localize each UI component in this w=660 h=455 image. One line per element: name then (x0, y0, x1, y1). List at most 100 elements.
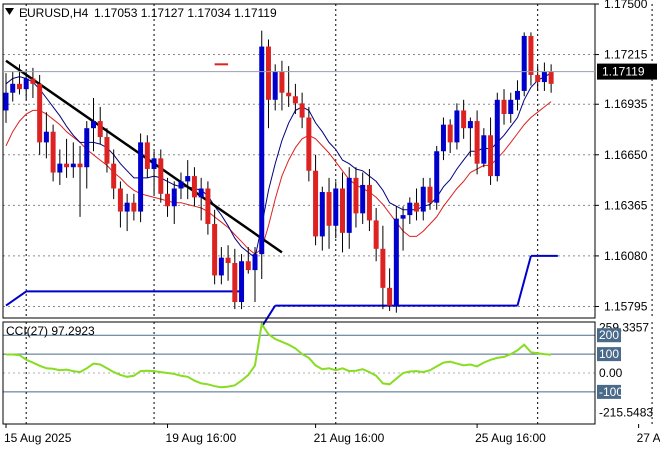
price-tick-label: 1.17500 (604, 0, 648, 11)
candle-body (467, 121, 473, 129)
candle-body (279, 71, 285, 93)
candle-body (461, 110, 467, 129)
candle-body (521, 35, 527, 91)
candle-body (333, 188, 339, 226)
candle-body (138, 142, 144, 212)
candle-body (43, 131, 49, 143)
candle-body (494, 99, 500, 177)
channel-segment (5, 290, 27, 307)
candle-body (528, 35, 534, 75)
candle-body (64, 163, 70, 168)
candle-body (434, 151, 440, 203)
symbol-label: EURUSD,H4 (19, 6, 89, 20)
time-tick-label: 27 Aug 16:00 (637, 431, 660, 445)
cci-pane-border (2, 321, 596, 425)
candle-body (346, 177, 352, 233)
candle-body (259, 46, 265, 255)
price-tick-label: 1.16650 (604, 148, 648, 162)
cci-level-label: -100 (599, 385, 623, 399)
candle-body (151, 158, 157, 169)
price-tick-label: 1.16365 (604, 198, 648, 212)
candle-body (353, 177, 359, 214)
candle-body (373, 220, 379, 249)
candle-body (144, 142, 150, 169)
cci-level-label: 200 (599, 328, 619, 342)
candle-body (84, 128, 90, 168)
time-tick-label: 15 Aug 2025 (4, 431, 72, 445)
cci-line (6, 321, 552, 389)
candle-body (387, 287, 393, 306)
time-tick-label: 21 Aug 16:00 (314, 431, 385, 445)
channel-segment (516, 255, 532, 306)
candle-body (393, 218, 399, 306)
trendline-segment (5, 59, 283, 254)
cci-level-label-box (597, 384, 621, 399)
candle-body (104, 137, 110, 164)
candle-body (158, 158, 164, 194)
candle-body (514, 90, 520, 100)
candle-body (447, 124, 453, 143)
candle-body (124, 202, 130, 212)
candle-body (313, 170, 319, 237)
candle-body (299, 103, 305, 118)
candle-body (90, 121, 96, 129)
candle-body (272, 71, 278, 100)
candle-body (245, 261, 251, 271)
candle-body (165, 193, 171, 207)
chart-frame (2, 3, 596, 425)
candle-body (548, 71, 554, 84)
candle-body (474, 121, 480, 164)
candle-body (30, 78, 36, 84)
price-tick-label: 1.16935 (604, 97, 648, 111)
candle-body (23, 78, 29, 90)
candle-body (212, 223, 218, 276)
candle-body (366, 184, 372, 221)
candle-body (16, 83, 22, 90)
candle-body (360, 184, 366, 214)
candle-body (400, 215, 406, 219)
candle-body (265, 46, 271, 100)
candle-body (131, 202, 137, 212)
candle-body (380, 248, 386, 288)
cci-current-label: 100 (599, 347, 619, 361)
day-separators (25, 4, 653, 424)
slow-ma-line (5, 101, 552, 255)
candle-body (37, 83, 43, 143)
time-tick-label: 19 Aug 16:00 (166, 431, 237, 445)
candle-body (205, 188, 211, 224)
cci-level-label: 0.00 (599, 366, 623, 380)
cci-min-label: -215.5483 (599, 405, 653, 419)
candle-body (185, 176, 191, 182)
cci-polyline (6, 321, 552, 389)
candle-body (218, 257, 224, 276)
main-pane-border (2, 3, 596, 319)
candle-body (292, 96, 298, 104)
collapse-triangle-icon[interactable] (5, 8, 14, 15)
candle-body (454, 110, 460, 143)
candle-body (407, 202, 413, 216)
candle-body (286, 92, 292, 97)
candle-body (420, 186, 426, 212)
candle-body (191, 176, 197, 198)
candle-body (306, 117, 312, 171)
candle-body (50, 131, 56, 173)
candle-body (225, 257, 231, 264)
candle-body (97, 121, 103, 138)
candle-body (326, 192, 332, 226)
candle-body (10, 83, 16, 93)
price-tick-label: 1.17215 (604, 48, 648, 62)
candle-body (57, 163, 63, 173)
price-axis: 1.17500 1.17215 1.16935 1.16650 1.16365 1.160… (3, 0, 657, 313)
candle-body (427, 186, 433, 203)
candle-body (117, 188, 123, 212)
candle-body (178, 181, 184, 189)
cci-current-label-box (597, 347, 621, 362)
candle-body (239, 261, 245, 303)
candle-body (541, 71, 547, 83)
candle-body (481, 135, 487, 164)
candle-body (501, 99, 507, 114)
current-price-label: 1.17119 (602, 65, 645, 79)
cci-level-label-box (597, 328, 621, 343)
